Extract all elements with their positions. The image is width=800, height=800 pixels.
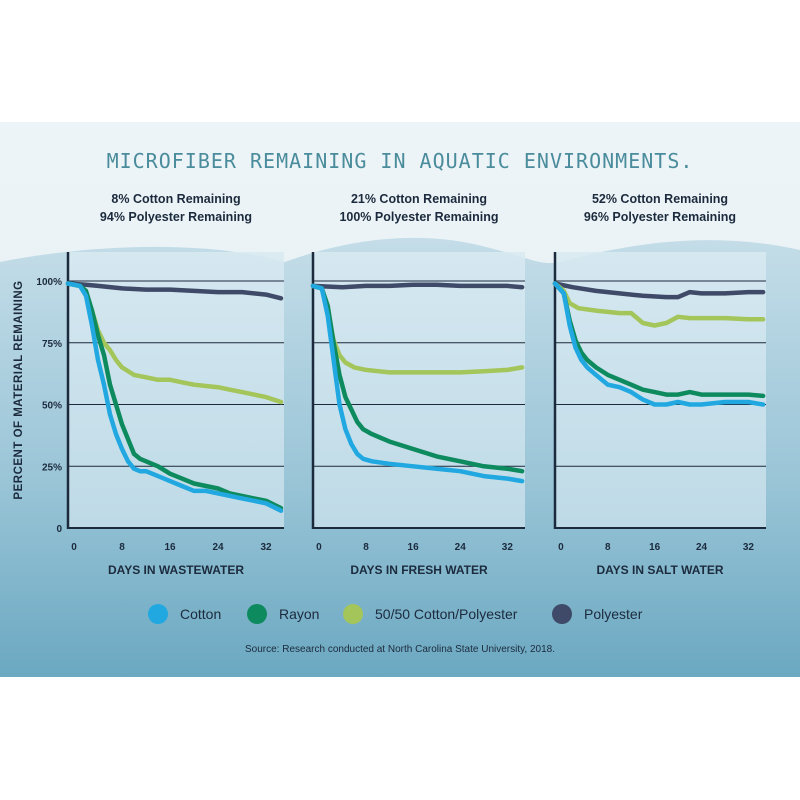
x-axis-label: DAYS IN FRESH WATER: [350, 563, 488, 577]
y-tick-label: 50%: [42, 401, 62, 412]
y-tick-label: 0: [56, 524, 62, 535]
legend-swatch-cotton: [148, 604, 168, 624]
x-tick-label: 24: [696, 542, 708, 553]
x-tick-label: 8: [605, 542, 611, 553]
x-tick-label: 8: [363, 542, 369, 553]
legend-label-cotton: Cotton: [180, 606, 221, 622]
y-tick-label: 100%: [36, 277, 62, 288]
x-tick-label: 32: [502, 542, 514, 553]
series-line-polyester: [310, 282, 525, 290]
source-note: Source: Research conducted at North Caro…: [245, 644, 555, 655]
x-tick-label: 16: [408, 542, 420, 553]
chart-panels: 0 25% 50% 75% 100% 0 8 16 24 32 DAYS IN WASTEWATER…: [36, 192, 766, 577]
legend-swatch-rayon: [247, 604, 267, 624]
legend-swatch-50-50-cotton-polyester: [343, 604, 363, 624]
panel-2: 0 8 16 24 32 DAYS IN FRESH WATER 21% Cotton Re…: [310, 192, 525, 577]
series-line-50-50-cotton-polyester: [552, 281, 766, 328]
series-line-rayon: [65, 281, 284, 511]
y-axis-label: PERCENT OF MATERIAL REMAINING: [13, 280, 25, 499]
legend-label-polyester: Polyester: [584, 606, 643, 622]
series-line-polyester: [552, 281, 766, 300]
series-line-cotton: [65, 281, 284, 513]
panel-subtitle-cotton: 52% Cotton Remaining: [592, 192, 728, 206]
panel-subtitle-cotton: 8% Cotton Remaining: [111, 192, 240, 206]
y-tick-label: 25%: [42, 462, 62, 473]
x-tick-label: 0: [558, 542, 564, 553]
x-tick-label: 24: [212, 542, 224, 553]
legend: Cotton Rayon 50/50 Cotton/Polyester Polyest…: [148, 604, 643, 624]
x-tick-label: 0: [71, 542, 77, 553]
x-axis-label: DAYS IN WASTEWATER: [108, 563, 244, 577]
x-tick-label: 0: [316, 542, 322, 553]
x-tick-label: 32: [260, 542, 272, 553]
chart-title: MICROFIBER REMAINING IN AQUATIC ENVIRONM…: [107, 149, 694, 173]
x-tick-label: 24: [455, 542, 467, 553]
panel-1: 0 25% 50% 75% 100% 0 8 16 24 32 DAYS IN WASTEWATER…: [36, 192, 284, 577]
x-tick-label: 16: [164, 542, 176, 553]
x-tick-label: 16: [649, 542, 661, 553]
panel-subtitle-cotton: 21% Cotton Remaining: [351, 192, 487, 206]
panel-3: 0 8 16 24 32 DAYS IN SALT WATER 52% Cotton Rem…: [552, 192, 766, 577]
x-tick-label: 8: [119, 542, 125, 553]
panel-subtitle-polyester: 96% Polyester Remaining: [584, 210, 736, 224]
legend-swatch-polyester: [552, 604, 572, 624]
x-axis-label: DAYS IN SALT WATER: [596, 563, 723, 577]
panel-subtitle-polyester: 94% Polyester Remaining: [100, 210, 252, 224]
series-line-cotton: [552, 281, 766, 407]
legend-label-rayon: Rayon: [279, 606, 319, 622]
series-line-cotton: [310, 283, 525, 484]
panel-subtitle-polyester: 100% Polyester Remaining: [339, 210, 498, 224]
plot-area: [313, 252, 525, 528]
series-line-polyester: [65, 281, 284, 301]
legend-label-50-50-cotton-polyester: 50/50 Cotton/Polyester: [375, 606, 518, 622]
y-tick-label: 75%: [42, 339, 62, 350]
x-tick-label: 32: [743, 542, 755, 553]
